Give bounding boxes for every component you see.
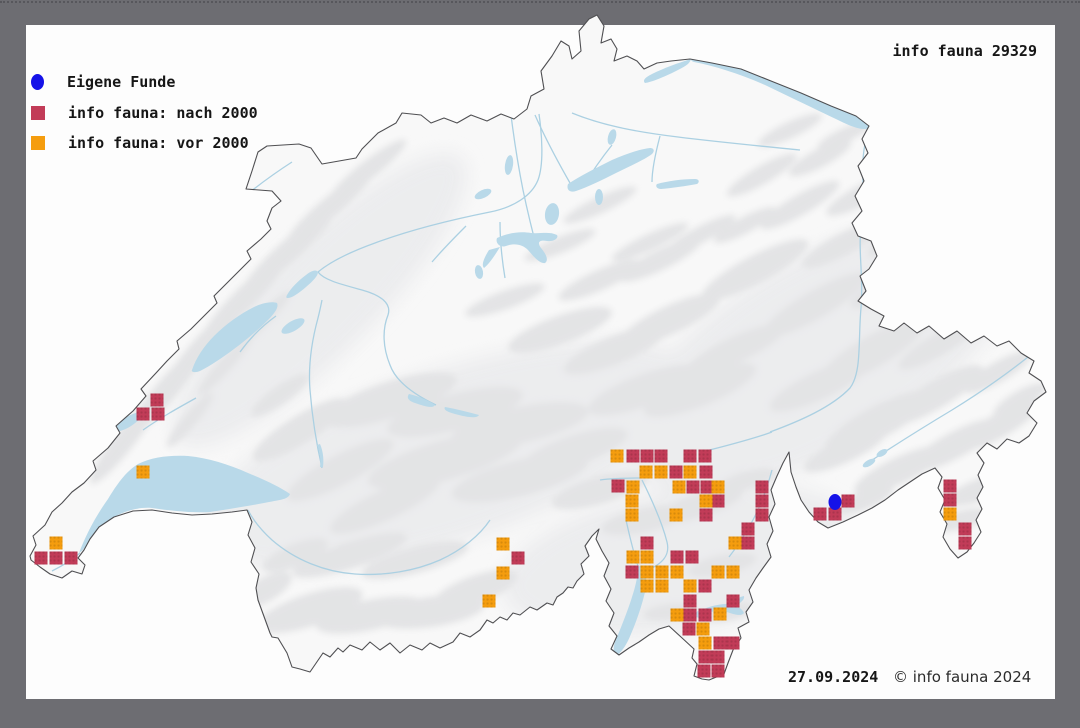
lake-untersee [643,59,691,83]
lake-geneva [79,455,290,553]
lake-thun [407,394,435,407]
legend-label: info fauna: vor 2000 [68,134,249,152]
lake-biel [286,270,318,298]
lake-brienz [444,407,479,418]
lake-sempach [474,188,492,200]
lake-zurich [567,148,654,192]
lake-greifensee [607,129,617,145]
legend-item-eigene-funde: Eigene Funde [31,73,176,91]
reference-number: info fauna 29329 [892,42,1038,60]
lake-constance [690,57,870,130]
eigene-funde-dot-icon [31,74,44,90]
lake-hallwil [504,155,514,175]
lake-maggiore [613,565,646,655]
nach-2000-square-icon [31,106,45,120]
lake-joux [114,412,142,432]
copyright: © info fauna 2024 [893,668,1032,686]
lake-sarnen [474,265,484,279]
legend-item-nach-2000: info fauna: nach 2000 [31,104,258,122]
legend-label: Eigene Funde [67,73,176,91]
legend-label: info fauna: nach 2000 [68,104,258,122]
lake-lucerne [496,232,558,264]
hillshade [90,113,1046,636]
map-date: 27.09.2024 [788,668,879,686]
lake-murten [281,318,305,334]
vor-2000-square-icon [31,136,45,150]
legend-item-vor-2000: info fauna: vor 2000 [31,134,249,152]
lake-sihlsee [595,189,603,205]
lake-alpnach [482,247,500,268]
country-border [29,14,1047,681]
lakes [79,57,888,655]
lake-neuchatel [191,302,278,373]
lake-zug [544,203,560,225]
lake-gruyere [317,444,324,467]
lake-sils [862,458,876,468]
lake-silvaplana [876,449,888,457]
lake-walensee [656,179,699,189]
top-dotted-line [0,1,1080,3]
